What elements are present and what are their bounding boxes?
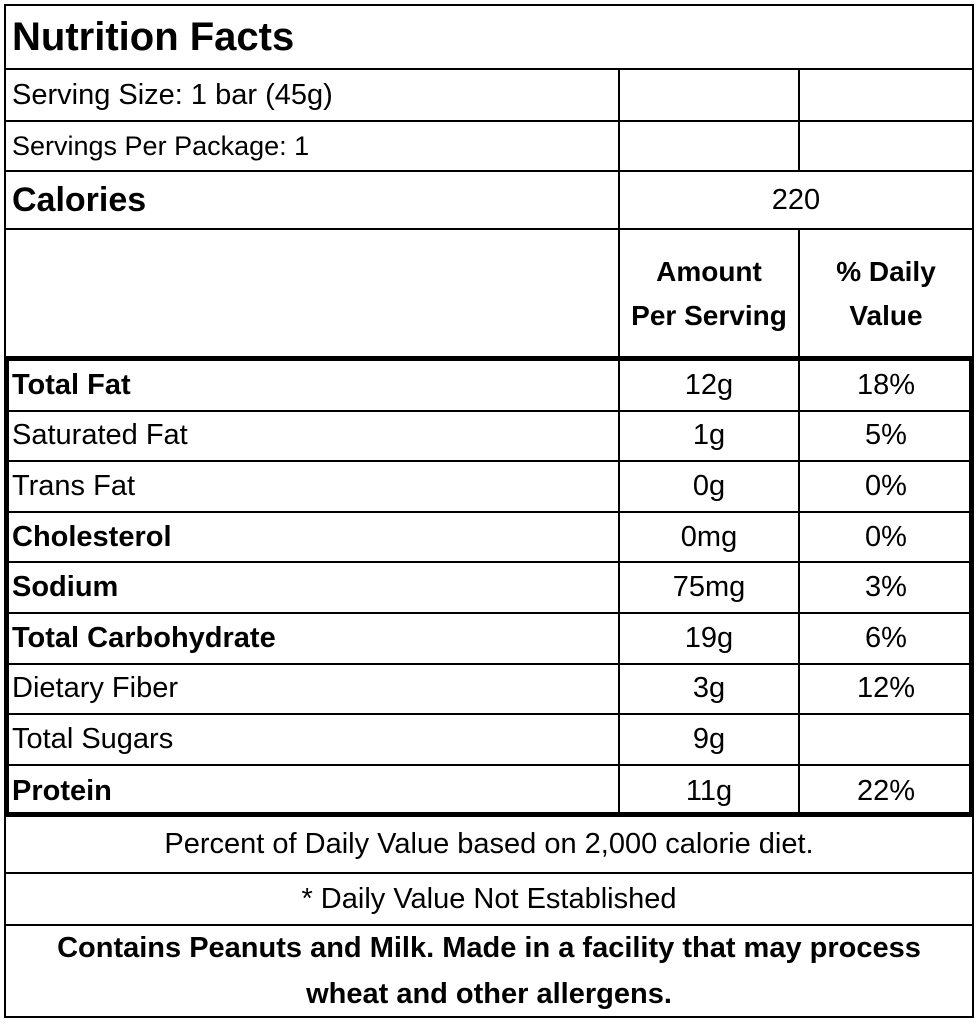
calories-label: Calories xyxy=(12,180,147,219)
nutrient-name: Total Sugars xyxy=(12,722,174,755)
nutrition-facts-label: Nutrition Facts Serving Size: 1 bar (45g… xyxy=(4,4,974,1018)
nutrient-amount: 19g xyxy=(684,621,734,654)
nutrient-row: Cholesterol 0mg 0% xyxy=(6,512,972,564)
nutrient-name: Cholesterol xyxy=(12,520,172,553)
nutrient-row: Total Sugars 9g xyxy=(6,715,972,766)
daily-value-header: % Daily Value xyxy=(836,256,936,331)
serving-size-text: Serving Size: 1 bar (45g) xyxy=(12,78,333,111)
nutrient-amount: 9g xyxy=(692,722,726,755)
nutrient-row: Sodium 75mg 3% xyxy=(6,563,972,614)
nutrient-name: Saturated Fat xyxy=(12,419,188,452)
nutrient-row: Total Carbohydrate 19g 6% xyxy=(6,614,972,665)
calories-row: Calories 220 xyxy=(6,172,972,230)
servings-per-package-row: Servings Per Package: 1 xyxy=(6,122,972,172)
allergen-statement: Contains Peanuts and Milk. Made in a fac… xyxy=(57,932,921,1010)
column-header-row: Amount Per Serving % Daily Value xyxy=(6,230,972,358)
footnote-not-established: * Daily Value Not Established xyxy=(301,882,677,915)
allergen-row: Contains Peanuts and Milk. Made in a fac… xyxy=(6,926,972,1016)
serving-size-row: Serving Size: 1 bar (45g) xyxy=(6,70,972,122)
nutrient-daily-value: 22% xyxy=(856,774,916,807)
amount-per-serving-header: Amount Per Serving xyxy=(631,256,787,331)
title-row: Nutrition Facts xyxy=(6,6,972,70)
nutrient-row: Saturated Fat 1g 5% xyxy=(6,411,972,463)
nutrient-name: Total Fat xyxy=(12,368,131,401)
nutrient-row: Trans Fat 0g 0% xyxy=(6,462,972,513)
nutrient-row: Protein 11g 22% xyxy=(6,765,972,817)
nutrient-daily-value: 3% xyxy=(865,571,907,604)
nutrient-row: Total Fat 12g 18% xyxy=(6,361,972,412)
nutrient-daily-value: 12% xyxy=(856,672,916,705)
nutrient-amount: 1g xyxy=(692,419,726,452)
calories-value: 220 xyxy=(771,183,821,216)
nutrient-daily-value: 18% xyxy=(856,368,916,401)
nutrient-amount: 0g xyxy=(692,469,726,502)
nutrient-amount: 11g xyxy=(685,774,733,807)
nutrient-amount: 0mg xyxy=(680,520,738,553)
nutrient-amount: 3g xyxy=(692,672,726,705)
nutrient-name: Total Carbohydrate xyxy=(12,621,276,654)
servings-per-package-text: Servings Per Package: 1 xyxy=(12,130,310,161)
nutrient-name: Sodium xyxy=(12,571,119,604)
footnote-dv: Percent of Daily Value based on 2,000 ca… xyxy=(164,828,814,860)
footnote-dv-row: Percent of Daily Value based on 2,000 ca… xyxy=(6,817,972,874)
nutrient-name: Trans Fat xyxy=(12,469,136,502)
nutrient-amount: 12g xyxy=(684,368,734,401)
nutrient-daily-value: 0% xyxy=(865,469,907,502)
nutrient-amount: 75mg xyxy=(672,571,746,604)
nutrient-daily-value: 5% xyxy=(865,419,907,452)
nutrient-name: Dietary Fiber xyxy=(12,672,178,705)
nutrient-daily-value: 6% xyxy=(865,621,907,654)
label-title: Nutrition Facts xyxy=(12,14,295,59)
nutrient-name: Protein xyxy=(12,774,112,807)
nutrient-row: Dietary Fiber 3g 12% xyxy=(6,664,972,716)
nutrient-daily-value: 0% xyxy=(865,520,907,553)
footnote-not-established-row: * Daily Value Not Established xyxy=(6,874,972,926)
